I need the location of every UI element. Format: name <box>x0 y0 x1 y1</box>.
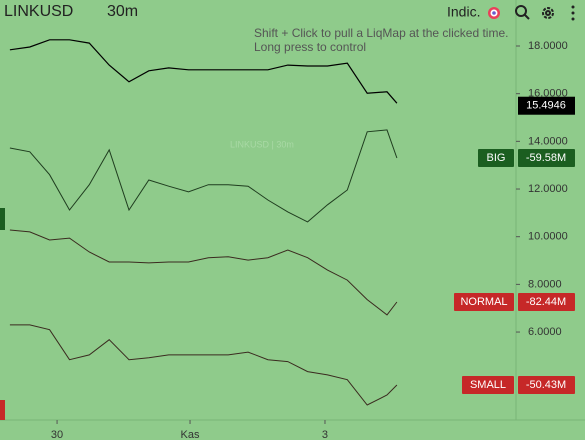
legend-name: SMALL <box>470 379 506 391</box>
badge-name-bg <box>478 149 514 168</box>
y-tick-label: 6.0000 <box>528 326 562 338</box>
legend-name: NORMAL <box>460 296 507 308</box>
search-icon[interactable] <box>515 5 530 20</box>
y-tick-label: 12.0000 <box>528 183 568 195</box>
indicator-line <box>9 129 398 223</box>
left-marker <box>0 208 5 230</box>
y-tick-label: 16.0000 <box>528 88 568 100</box>
left-marker <box>0 400 5 420</box>
badge-value-bg <box>518 293 575 312</box>
indicator-icon[interactable] <box>488 7 500 19</box>
x-tick-label: 30 <box>51 429 63 440</box>
hint: Long press to control <box>254 40 366 54</box>
x-tick-label: 3 <box>322 429 328 440</box>
more-icon[interactable] <box>571 5 575 21</box>
price-badge: 15.4946 <box>526 100 566 112</box>
watermark: LINKUSD | 30m <box>230 139 294 149</box>
price-line <box>9 39 398 104</box>
badge-value: -59.58M <box>526 152 566 164</box>
symbol[interactable]: LINKUSD <box>4 3 73 20</box>
y-tick-label: 10.0000 <box>528 231 568 243</box>
y-tick-label: 14.0000 <box>528 135 568 147</box>
hint: Shift + Click to pull a LiqMap at the cl… <box>254 26 508 40</box>
badge-value: -50.43M <box>526 379 566 391</box>
badge-value-bg <box>518 375 575 394</box>
settings-icon[interactable] <box>542 7 554 19</box>
price-badge-bg <box>518 96 575 115</box>
badge-name-bg <box>462 375 514 394</box>
y-tick-label: 18.0000 <box>528 40 568 52</box>
x-tick-label: Kas <box>181 429 200 440</box>
badge-value: -82.44M <box>526 296 566 308</box>
indicators-button[interactable]: Indic. <box>447 4 480 20</box>
indicator-line <box>9 324 398 406</box>
legend-name: BIG <box>487 152 506 164</box>
badge-value-bg <box>518 149 575 168</box>
indicator-line <box>9 229 398 316</box>
badge-name-bg <box>454 293 514 312</box>
y-tick-label: 8.0000 <box>528 278 562 290</box>
interval[interactable]: 30m <box>107 3 138 20</box>
